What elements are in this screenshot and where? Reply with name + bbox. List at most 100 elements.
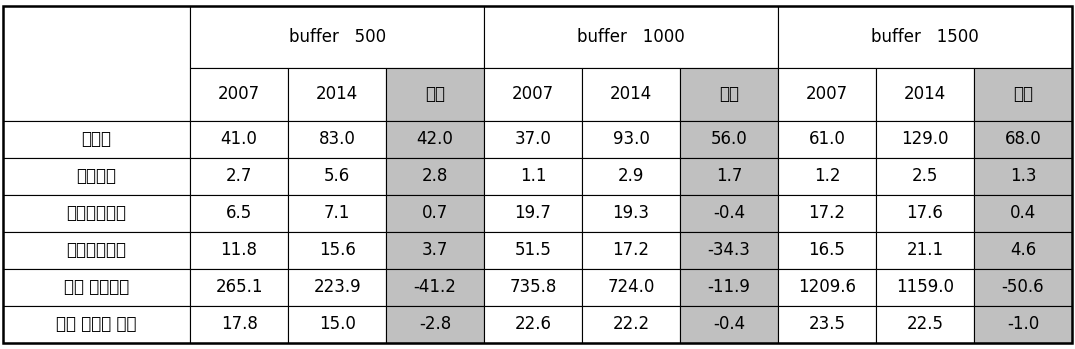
Bar: [778, 232, 876, 269]
Bar: [974, 158, 1072, 195]
Bar: [876, 269, 974, 306]
Text: 1209.6: 1209.6: [798, 279, 856, 296]
Text: 51.5: 51.5: [515, 241, 551, 259]
Bar: [876, 232, 974, 269]
Text: 경관형태지수: 경관형태지수: [67, 241, 127, 259]
Text: 3.7: 3.7: [421, 241, 448, 259]
Text: 패치수: 패치수: [82, 130, 112, 148]
Bar: [3, 232, 190, 269]
Bar: [582, 232, 680, 269]
Text: 17.2: 17.2: [613, 241, 649, 259]
Text: 37.0: 37.0: [515, 130, 551, 148]
Text: 724.0: 724.0: [607, 279, 655, 296]
Bar: [582, 195, 680, 232]
Bar: [974, 232, 1072, 269]
Bar: [3, 195, 190, 232]
Bar: [484, 6, 778, 68]
Text: 17.2: 17.2: [808, 204, 846, 222]
Text: 735.8: 735.8: [510, 279, 557, 296]
Bar: [582, 121, 680, 158]
Bar: [680, 158, 778, 195]
Text: 21.1: 21.1: [906, 241, 944, 259]
Text: 2014: 2014: [610, 86, 653, 103]
Bar: [484, 121, 582, 158]
Text: 1.2: 1.2: [814, 167, 841, 185]
Bar: [582, 158, 680, 195]
Bar: [778, 121, 876, 158]
Bar: [680, 195, 778, 232]
Text: 22.5: 22.5: [906, 315, 944, 333]
Bar: [3, 269, 190, 306]
Text: 93.0: 93.0: [613, 130, 649, 148]
Bar: [582, 306, 680, 343]
Bar: [484, 269, 582, 306]
Text: 2014: 2014: [904, 86, 946, 103]
Bar: [680, 121, 778, 158]
Text: 2007: 2007: [218, 86, 260, 103]
Text: 41.0: 41.0: [220, 130, 258, 148]
Bar: [386, 232, 484, 269]
Text: -1.0: -1.0: [1007, 315, 1040, 333]
Bar: [190, 269, 288, 306]
Text: 0.4: 0.4: [1009, 204, 1036, 222]
Bar: [778, 306, 876, 343]
Text: 17.8: 17.8: [220, 315, 258, 333]
Text: 2014: 2014: [316, 86, 358, 103]
Bar: [484, 306, 582, 343]
Bar: [974, 68, 1072, 121]
Text: 경관 핵심지 면적: 경관 핵심지 면적: [56, 315, 137, 333]
Bar: [386, 121, 484, 158]
Bar: [680, 232, 778, 269]
Bar: [484, 195, 582, 232]
Text: 2007: 2007: [806, 86, 848, 103]
Text: -50.6: -50.6: [1002, 279, 1044, 296]
Bar: [288, 68, 386, 121]
Text: 19.7: 19.7: [515, 204, 551, 222]
Bar: [974, 269, 1072, 306]
Text: 2007: 2007: [512, 86, 554, 103]
Bar: [778, 68, 876, 121]
Text: 15.6: 15.6: [318, 241, 356, 259]
Text: 1.3: 1.3: [1009, 167, 1036, 185]
Text: 0.7: 0.7: [421, 204, 448, 222]
Text: 56.0: 56.0: [711, 130, 747, 148]
Text: -0.4: -0.4: [713, 204, 745, 222]
Text: 1.7: 1.7: [716, 167, 742, 185]
Text: buffer   1500: buffer 1500: [871, 28, 979, 46]
Text: 패치밀도: 패치밀도: [76, 167, 116, 185]
Text: 15.0: 15.0: [318, 315, 356, 333]
Bar: [974, 306, 1072, 343]
Bar: [190, 158, 288, 195]
Bar: [288, 158, 386, 195]
Text: 83.0: 83.0: [318, 130, 356, 148]
Bar: [190, 6, 484, 68]
Bar: [190, 195, 288, 232]
Bar: [876, 158, 974, 195]
Bar: [778, 269, 876, 306]
Bar: [190, 68, 288, 121]
Text: -0.4: -0.4: [713, 315, 745, 333]
Bar: [778, 158, 876, 195]
Text: 61.0: 61.0: [808, 130, 845, 148]
Text: -2.8: -2.8: [419, 315, 452, 333]
Text: 22.6: 22.6: [515, 315, 551, 333]
Text: 1.1: 1.1: [520, 167, 546, 185]
Bar: [386, 195, 484, 232]
Text: 6.5: 6.5: [226, 204, 253, 222]
Bar: [3, 121, 190, 158]
Text: 차이: 차이: [1013, 86, 1033, 103]
Text: 22.2: 22.2: [613, 315, 649, 333]
Text: 42.0: 42.0: [417, 130, 454, 148]
Bar: [190, 232, 288, 269]
Text: 패치면적비율: 패치면적비율: [67, 204, 127, 222]
Text: 전체 핵심지역: 전체 핵심지역: [63, 279, 129, 296]
Text: 2.7: 2.7: [226, 167, 253, 185]
Bar: [484, 232, 582, 269]
Text: 16.5: 16.5: [808, 241, 845, 259]
Text: 2.8: 2.8: [421, 167, 448, 185]
Bar: [484, 68, 582, 121]
Bar: [582, 68, 680, 121]
Text: 차이: 차이: [425, 86, 445, 103]
Bar: [876, 121, 974, 158]
Text: buffer   1000: buffer 1000: [577, 28, 685, 46]
